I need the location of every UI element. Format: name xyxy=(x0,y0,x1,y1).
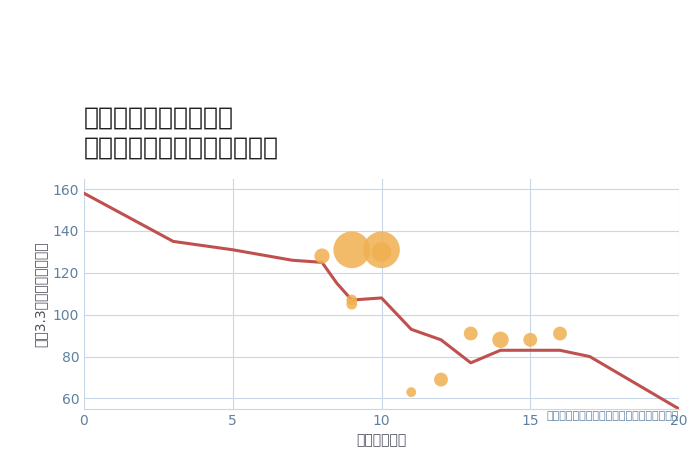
Point xyxy=(554,330,566,337)
Point xyxy=(435,376,447,384)
X-axis label: 駅距離（分）: 駅距離（分） xyxy=(356,433,407,447)
Point xyxy=(495,336,506,344)
Point xyxy=(316,252,328,260)
Text: 奈良県奈良市北市町の
駅距離別中古マンション価格: 奈良県奈良市北市町の 駅距離別中古マンション価格 xyxy=(84,105,279,160)
Point xyxy=(406,388,417,396)
Point xyxy=(525,336,536,344)
Point xyxy=(376,248,387,256)
Point xyxy=(376,246,387,253)
Y-axis label: 坪（3.3㎡）単価（万円）: 坪（3.3㎡）単価（万円） xyxy=(33,241,47,346)
Point xyxy=(346,296,357,304)
Point xyxy=(346,300,357,308)
Text: 円の大きさは、取引のあった物件面積を示す: 円の大きさは、取引のあった物件面積を示す xyxy=(547,411,679,421)
Point xyxy=(465,330,476,337)
Point xyxy=(346,246,357,253)
